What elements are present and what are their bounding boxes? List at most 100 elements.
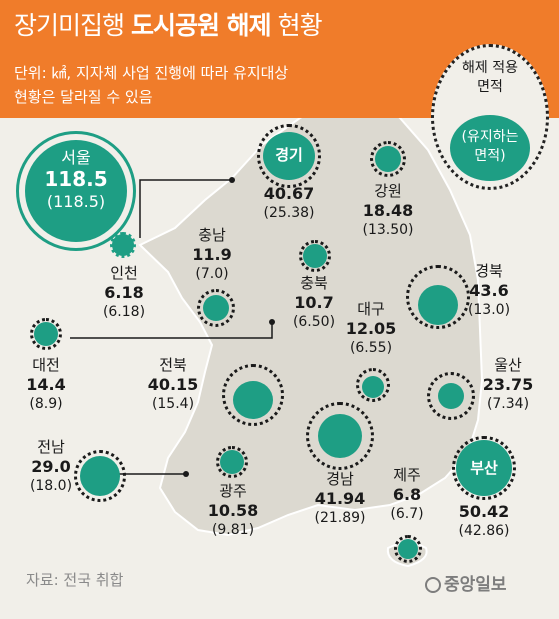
ulsan-name: 울산 bbox=[494, 356, 522, 374]
gyeonggi-name: 경기 bbox=[275, 146, 303, 164]
daejeon-name: 대전 bbox=[32, 356, 60, 374]
chungnam-ring bbox=[197, 289, 235, 327]
incheon-label: 인천 6.18 (6.18) bbox=[90, 264, 158, 321]
gwangju-circle bbox=[220, 450, 244, 474]
jeonnam-label: 전남 29.0 (18.0) bbox=[16, 438, 86, 495]
jeju-retained: (6.7) bbox=[390, 506, 424, 522]
chungnam-label: 충남 11.9 (7.0) bbox=[178, 226, 246, 283]
gyeonggi-retained: (25.38) bbox=[263, 205, 315, 221]
gwangju-label: 광주 10.58 (9.81) bbox=[196, 482, 270, 539]
gyeongbuk-ring bbox=[406, 265, 470, 329]
gyeongbuk-label: 경북 43.6 (13.0) bbox=[454, 262, 524, 319]
busan-name: 부산 bbox=[470, 459, 498, 477]
chungbuk-retained: (6.50) bbox=[292, 314, 336, 330]
incheon-name: 인천 bbox=[110, 264, 138, 282]
title-bold: 도시공원 해제 bbox=[130, 11, 272, 40]
jeonnam-ring bbox=[74, 450, 126, 502]
chungbuk-label: 충북 10.7 (6.50) bbox=[280, 274, 348, 331]
daejeon-retained: (8.9) bbox=[29, 396, 63, 412]
seoul-label: 서울 118.5 (118.5) bbox=[25, 148, 127, 213]
gyeongnam-ring bbox=[306, 402, 374, 470]
daejeon-value: 14.4 bbox=[26, 375, 66, 394]
leader-lines bbox=[70, 179, 273, 475]
gwangju-retained: (9.81) bbox=[211, 522, 255, 538]
incheon-value: 6.18 bbox=[104, 283, 144, 302]
jeonnam-circle bbox=[80, 456, 120, 496]
jeju-label: 제주 6.8 (6.7) bbox=[374, 466, 440, 523]
legend-inner-line2: 면적) bbox=[474, 148, 506, 164]
gangwon-ring bbox=[370, 141, 406, 177]
legend-outer-line1: 해제 적용 bbox=[462, 60, 518, 76]
jeonbuk-value: 40.15 bbox=[147, 375, 199, 394]
publisher-logo: 중앙일보 bbox=[425, 570, 507, 595]
daejeon-leader bbox=[70, 322, 273, 339]
gyeonggi-circle bbox=[263, 132, 315, 180]
gyeongbuk-retained: (13.0) bbox=[467, 302, 511, 318]
chungbuk-name: 충북 bbox=[300, 274, 328, 292]
chungnam-value: 11.9 bbox=[192, 245, 232, 264]
gyeongnam-value: 41.94 bbox=[314, 489, 366, 508]
gyeongnam-retained: (21.89) bbox=[314, 510, 366, 526]
daegu-circle bbox=[362, 376, 384, 398]
chungnam-circle bbox=[203, 295, 229, 321]
jeonbuk-name: 전북 bbox=[159, 356, 187, 374]
incheon-ring bbox=[110, 232, 136, 258]
daegu-name: 대구 bbox=[357, 300, 385, 318]
ulsan-label: 울산 23.75 (7.34) bbox=[468, 356, 548, 413]
chungbuk-circle bbox=[303, 244, 327, 268]
ulsan-retained: (7.34) bbox=[486, 396, 530, 412]
gyeonggi-ring bbox=[257, 124, 321, 188]
busan-ring bbox=[452, 436, 516, 500]
gangwon-value: 18.48 bbox=[362, 201, 414, 220]
legend-inner-circle: (유지하는 면적) bbox=[450, 115, 530, 181]
busan-label: 50.42 (42.86) bbox=[440, 502, 528, 540]
incheon-circle bbox=[112, 234, 134, 256]
jeonnam-value: 29.0 bbox=[31, 457, 71, 476]
gyeonggi-value: 40.67 bbox=[263, 184, 315, 203]
daejeon-dot bbox=[269, 319, 275, 325]
busan-value: 50.42 bbox=[458, 502, 510, 521]
seoul-dot bbox=[229, 177, 235, 183]
subtitle-line-1: 단위: ㎢, 지자체 사업 진행에 따라 유지대상 bbox=[14, 64, 289, 82]
gyeongbuk-name: 경북 bbox=[475, 262, 503, 280]
jeju-value: 6.8 bbox=[392, 485, 422, 504]
daegu-ring bbox=[356, 368, 390, 402]
jeonbuk-retained: (15.4) bbox=[151, 396, 195, 412]
gyeongnam-label: 경남 41.94 (21.89) bbox=[300, 470, 380, 527]
daegu-label: 대구 12.05 (6.55) bbox=[336, 300, 406, 357]
busan-name-label: 부산 bbox=[452, 459, 516, 478]
gyeonggi-name-label: 경기 bbox=[257, 146, 321, 165]
gwangju-dot bbox=[183, 471, 189, 477]
page-title: 장기미집행 도시공원 해제 현황 bbox=[14, 8, 323, 44]
gyeongnam-name: 경남 bbox=[326, 470, 354, 488]
legend-outer-line2: 면적 bbox=[477, 79, 503, 95]
daejeon-label: 대전 14.4 (8.9) bbox=[12, 356, 80, 413]
legend-inner-line1: (유지하는 bbox=[461, 129, 519, 145]
leader-dots bbox=[183, 177, 275, 477]
legend: 해제 적용 면적 (유지하는 면적) bbox=[431, 44, 549, 190]
gyeongnam-circle bbox=[318, 414, 362, 458]
ulsan-value: 23.75 bbox=[482, 375, 534, 394]
gangwon-name: 강원 bbox=[374, 182, 402, 200]
chungbuk-ring bbox=[299, 240, 331, 272]
ulsan-ring bbox=[427, 372, 475, 420]
source-note: 자료: 전국 취합 bbox=[26, 571, 124, 589]
jeju-ring bbox=[394, 535, 422, 563]
jeonnam-retained: (18.0) bbox=[29, 478, 73, 494]
busan-retained: (42.86) bbox=[458, 523, 510, 539]
jeju-circle bbox=[398, 539, 418, 559]
incheon-leader bbox=[139, 179, 232, 238]
gyeonggi-label: 40.67 (25.38) bbox=[250, 184, 328, 222]
jeonbuk-ring bbox=[222, 364, 284, 426]
daejeon-circle bbox=[34, 322, 58, 346]
jeonbuk-circle bbox=[233, 381, 273, 419]
gyeongbuk-circle bbox=[418, 285, 458, 325]
seoul-circle bbox=[25, 140, 127, 242]
ulsan-circle bbox=[438, 383, 464, 409]
seoul-retained: (118.5) bbox=[46, 192, 106, 211]
gangwon-label: 강원 18.48 (13.50) bbox=[350, 182, 426, 239]
subtitle-line-2: 현황은 달라질 수 있음 bbox=[14, 88, 153, 106]
gwangju-ring bbox=[216, 446, 248, 478]
gwangju-value: 10.58 bbox=[207, 501, 259, 520]
